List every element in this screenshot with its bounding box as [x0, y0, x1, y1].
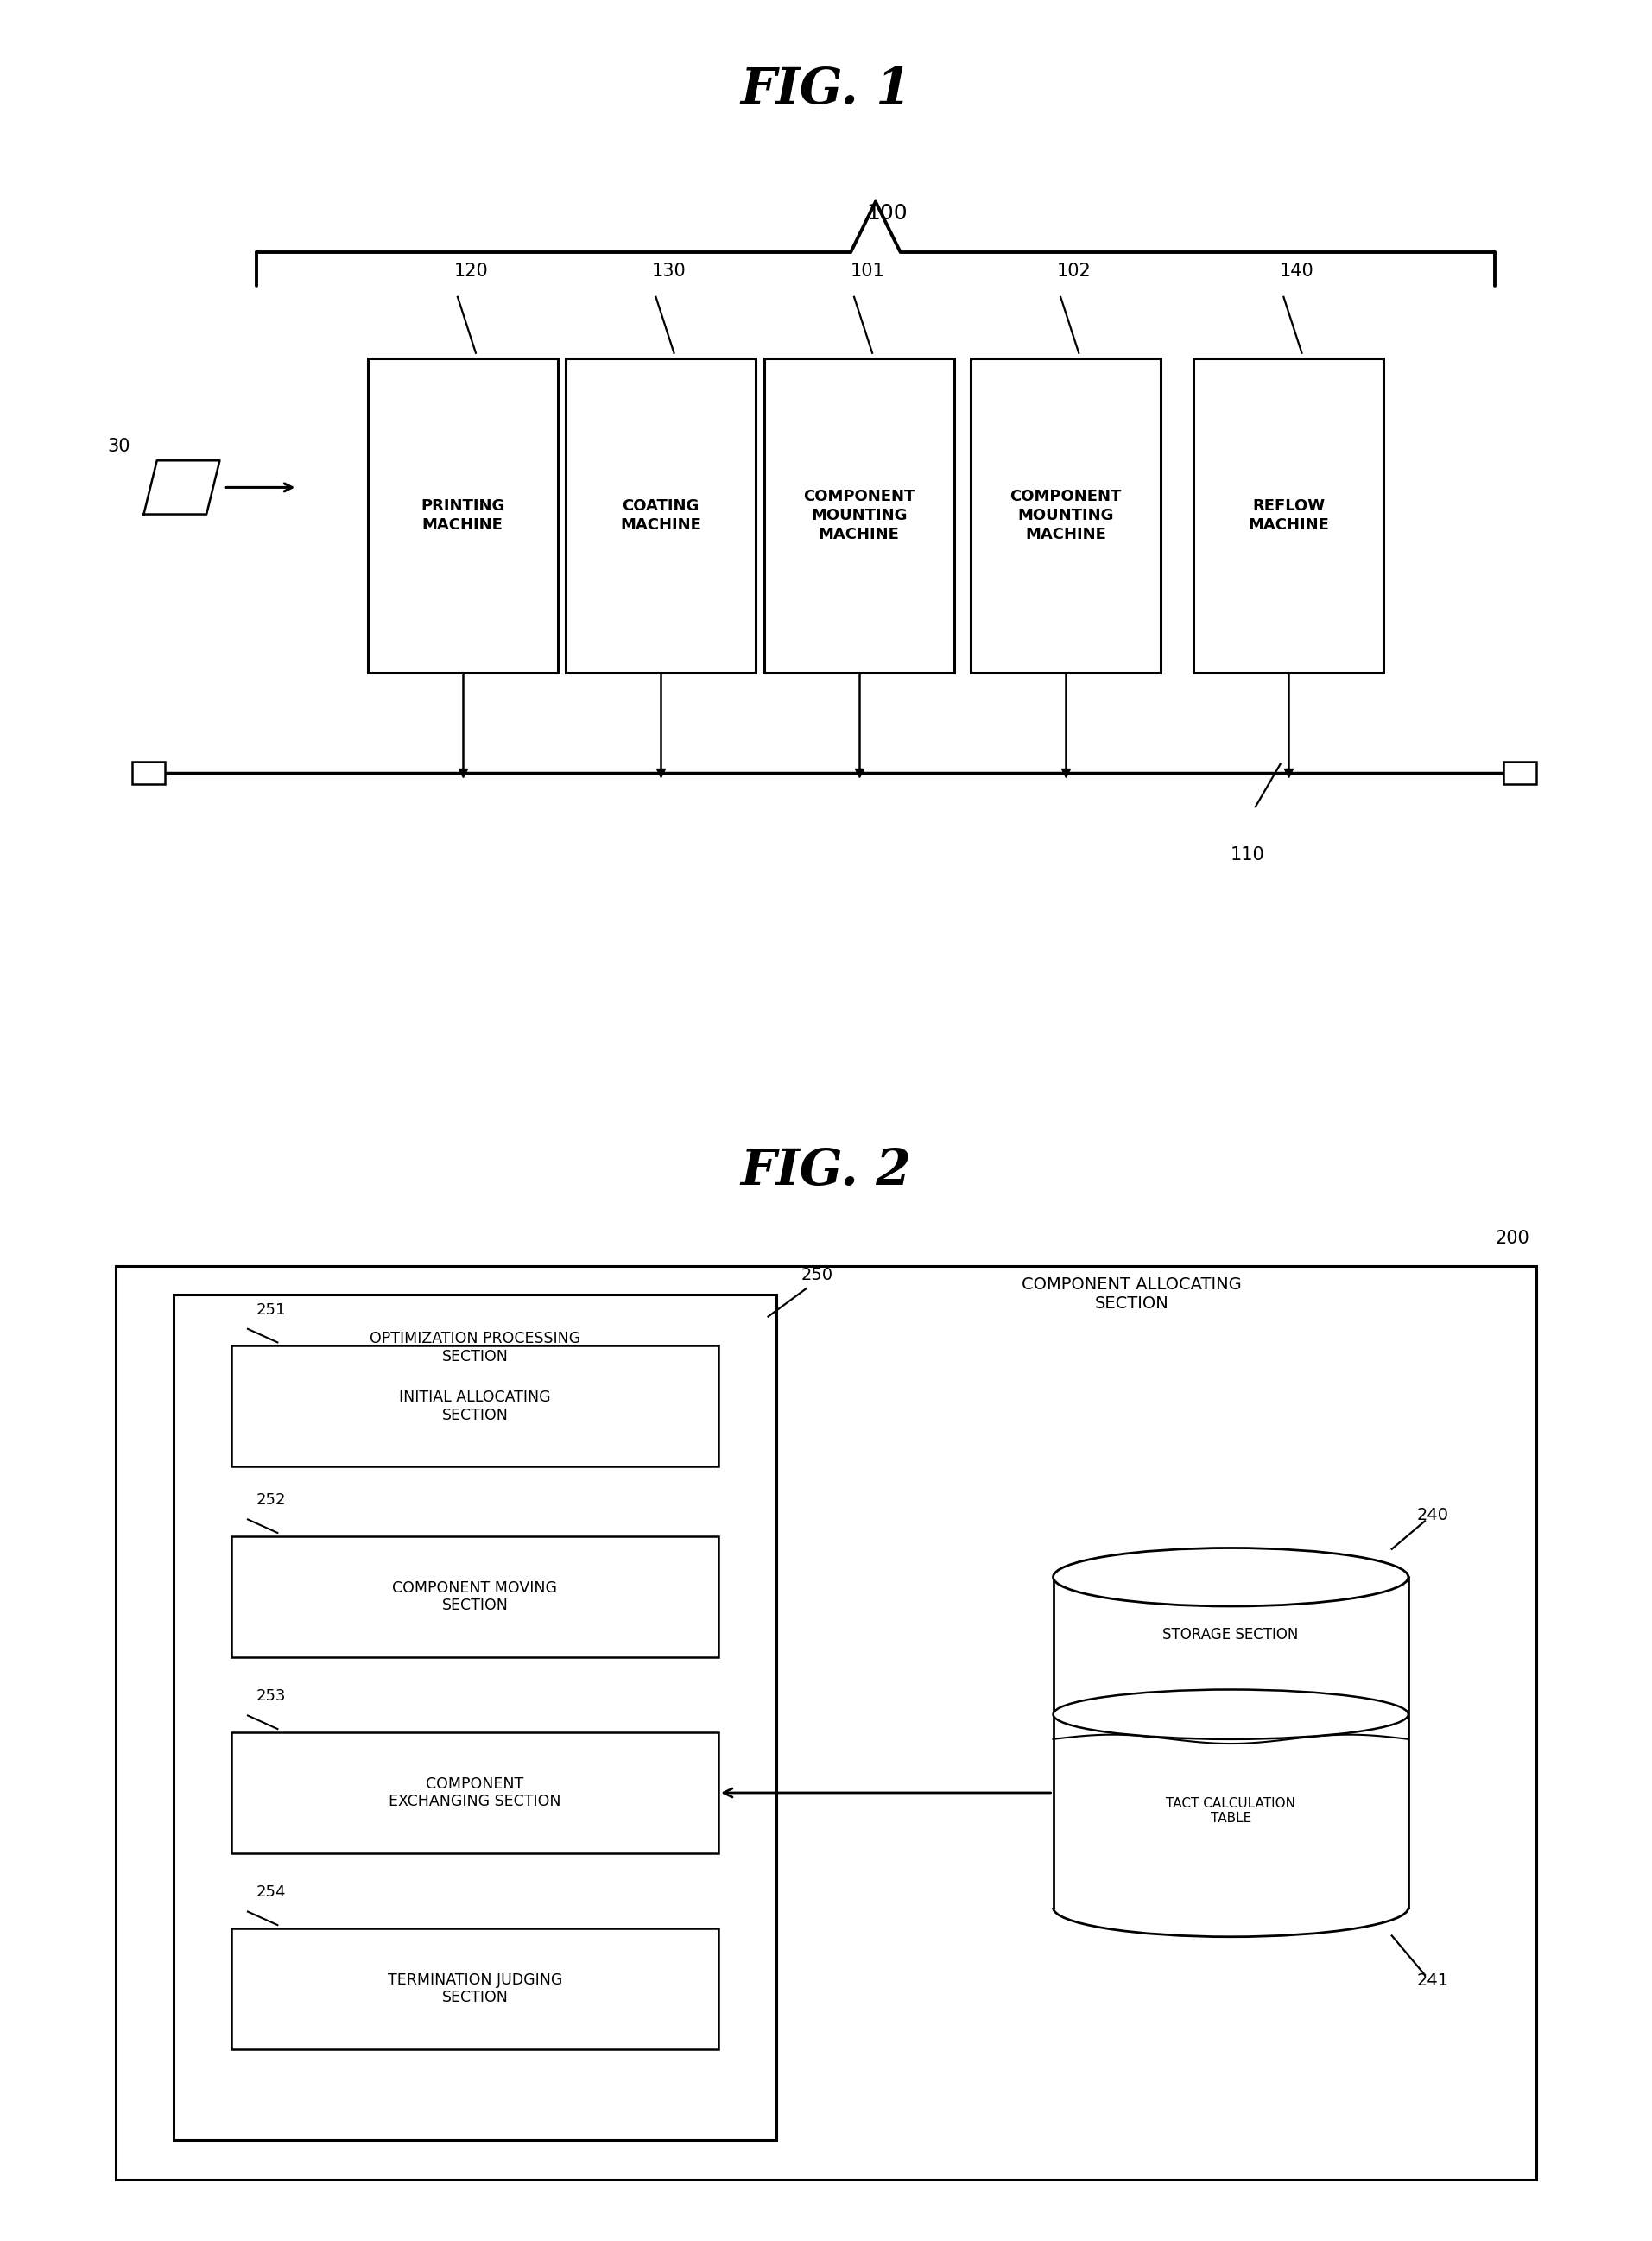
Bar [231, 1732, 719, 1853]
Bar [1054, 1578, 1408, 1907]
Text: TACT CALCULATION
TABLE: TACT CALCULATION TABLE [1166, 1797, 1295, 1824]
Text: 140: 140 [1280, 262, 1313, 280]
Text: COMPONENT
MOUNTING
MACHINE: COMPONENT MOUNTING MACHINE [803, 489, 915, 542]
Bar [367, 359, 558, 672]
Text: STORAGE SECTION: STORAGE SECTION [1163, 1627, 1298, 1643]
Polygon shape [144, 462, 220, 515]
Text: INITIAL ALLOCATING
SECTION: INITIAL ALLOCATING SECTION [400, 1389, 550, 1423]
Ellipse shape [1054, 1549, 1408, 1607]
Text: 250: 250 [801, 1266, 833, 1282]
Text: 100: 100 [867, 204, 907, 224]
Bar [231, 1345, 719, 1468]
Ellipse shape [1054, 1690, 1408, 1739]
Bar [173, 1293, 776, 2140]
Text: COMPONENT MOVING
SECTION: COMPONENT MOVING SECTION [393, 1580, 557, 1614]
Text: COATING
MACHINE: COATING MACHINE [620, 498, 702, 533]
Bar [1193, 359, 1384, 672]
Text: OPTIMIZATION PROCESSING
SECTION: OPTIMIZATION PROCESSING SECTION [370, 1331, 580, 1365]
Text: 254: 254 [256, 1885, 286, 1900]
Text: REFLOW
MACHINE: REFLOW MACHINE [1247, 498, 1330, 533]
Bar [971, 359, 1160, 672]
Text: PRINTING
MACHINE: PRINTING MACHINE [421, 498, 504, 533]
Bar [1503, 762, 1536, 784]
Bar [763, 359, 953, 672]
Bar [231, 1927, 719, 2048]
Text: COMPONENT
EXCHANGING SECTION: COMPONENT EXCHANGING SECTION [388, 1777, 562, 1808]
Text: 102: 102 [1057, 262, 1090, 280]
Text: 241: 241 [1417, 1972, 1449, 1988]
Text: 130: 130 [653, 262, 686, 280]
Bar [132, 762, 165, 784]
Bar [565, 359, 757, 672]
Text: FIG. 1: FIG. 1 [740, 65, 912, 114]
Text: TERMINATION JUDGING
SECTION: TERMINATION JUDGING SECTION [388, 1972, 562, 2006]
Bar [231, 1537, 719, 1658]
Text: 253: 253 [256, 1690, 286, 1703]
Bar [116, 1266, 1536, 2178]
Text: 200: 200 [1495, 1230, 1530, 1246]
Text: FIG. 2: FIG. 2 [740, 1147, 912, 1194]
Text: 120: 120 [454, 262, 487, 280]
Text: 240: 240 [1417, 1508, 1449, 1524]
Text: 252: 252 [256, 1493, 286, 1508]
Text: 251: 251 [256, 1302, 286, 1318]
Text: 30: 30 [107, 437, 131, 455]
Text: 110: 110 [1231, 845, 1265, 863]
Text: 101: 101 [851, 262, 884, 280]
Text: COMPONENT
MOUNTING
MACHINE: COMPONENT MOUNTING MACHINE [1009, 489, 1122, 542]
Text: COMPONENT ALLOCATING
SECTION: COMPONENT ALLOCATING SECTION [1021, 1277, 1242, 1311]
